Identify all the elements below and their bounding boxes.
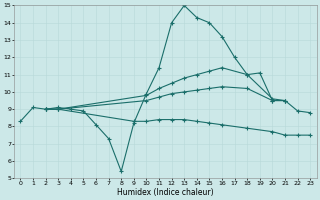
X-axis label: Humidex (Indice chaleur): Humidex (Indice chaleur) xyxy=(117,188,214,197)
